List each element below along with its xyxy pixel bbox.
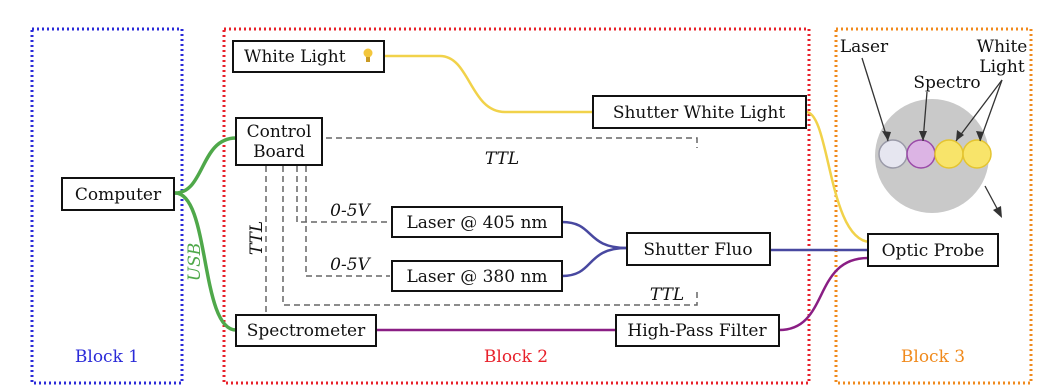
ttl-top-label: TTL (485, 149, 519, 169)
white-light-box: White Light (232, 40, 385, 73)
fluo-fibers (561, 220, 868, 278)
spectro-fiber (376, 256, 869, 332)
laser-fiber (878, 139, 908, 169)
svg-text:Board: Board (253, 142, 305, 162)
svg-text:Control: Control (247, 122, 312, 142)
spectrometer-box: Spectrometer (235, 314, 377, 347)
optic-probe-box: Optic Probe (867, 233, 999, 267)
ttl-lines (265, 137, 698, 322)
lightbulb-icon (363, 48, 373, 62)
legend-light: Light (979, 57, 1025, 77)
svg-text:Laser @ 380 nm: Laser @ 380 nm (406, 267, 547, 287)
block-3-label: Block 3 (901, 347, 965, 367)
white-light-fiber (384, 54, 871, 244)
white-light-fiber-end-2 (962, 139, 992, 169)
legend-spectro: Spectro (913, 73, 980, 93)
svg-text:Optic Probe: Optic Probe (882, 241, 985, 261)
usb-cables (174, 136, 237, 332)
shutter-fluo-box: Shutter Fluo (626, 232, 771, 266)
block-2-frame (222, 27, 811, 385)
computer-box: Computer (61, 177, 175, 211)
spectro-fiber-end (906, 139, 936, 169)
svg-text:Computer: Computer (75, 185, 162, 205)
block-3-frame (834, 27, 1033, 385)
legend-laser: Laser (840, 37, 889, 57)
voltage-380-label: 0-5V (330, 255, 371, 275)
voltage-405-label: 0-5V (330, 201, 371, 221)
svg-text:High-Pass Filter: High-Pass Filter (627, 321, 767, 341)
svg-text:Laser @ 405 nm: Laser @ 405 nm (406, 213, 547, 233)
svg-text:White Light: White Light (244, 47, 346, 67)
svg-text:Shutter Fluo: Shutter Fluo (643, 240, 752, 260)
probe-cross-section (875, 99, 992, 213)
block-1-label: Block 1 (75, 347, 139, 367)
block-1-frame (30, 27, 184, 385)
laser-405-box: Laser @ 405 nm (391, 206, 563, 238)
svg-text:Shutter White Light: Shutter White Light (613, 103, 786, 123)
legend-white: White (977, 37, 1028, 57)
white-light-fiber-end-1 (934, 139, 964, 169)
shutter-white-light-box: Shutter White Light (592, 95, 807, 129)
svg-text:Spectrometer: Spectrometer (247, 321, 366, 341)
laser-380-box: Laser @ 380 nm (391, 260, 563, 292)
high-pass-filter-box: High-Pass Filter (615, 314, 780, 347)
arrowheads (882, 130, 1002, 218)
usb-label: USB (185, 243, 205, 281)
ttl-bottom-label: TTL (650, 285, 684, 305)
ttl-vertical-label: TTL (247, 221, 267, 255)
block-2-label: Block 2 (484, 347, 548, 367)
control-board-box: Control Board (235, 117, 323, 166)
